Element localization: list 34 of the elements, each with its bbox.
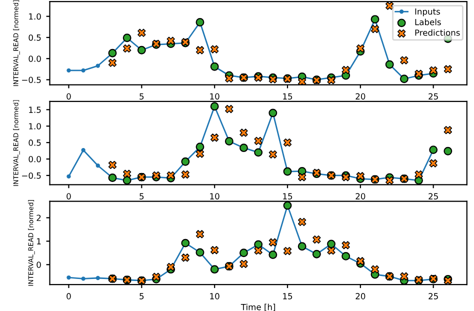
x-tick-label: 25 <box>428 293 438 300</box>
x-tick-label: 15 <box>283 93 292 100</box>
y-tick-label: 0 <box>36 262 41 268</box>
y-tick-label: 0.0 <box>28 156 41 162</box>
x-tick-label: 25 <box>428 93 438 100</box>
x-tick-label: 5 <box>140 193 144 200</box>
x-tick-label: 15 <box>283 193 292 200</box>
y-tick-label: −0.5 <box>22 76 41 84</box>
x-tick-label: 0 <box>66 293 71 300</box>
legend-label: Inputs <box>415 8 440 16</box>
x-tick-label: 5 <box>140 293 144 300</box>
x-tick-label: 20 <box>356 93 366 100</box>
x-tick-label: 0 <box>66 93 71 100</box>
x-tick-label: 20 <box>356 193 366 200</box>
x-tick-label: 10 <box>210 293 220 300</box>
y-tick-label: −0.5 <box>22 172 41 179</box>
y-tick-label: 1.5 <box>29 106 41 113</box>
y-tick-label: 1 <box>37 238 41 244</box>
x-tick-label: 10 <box>210 193 220 200</box>
x-tick-label: 20 <box>356 293 366 300</box>
y-tick-label: 0.0 <box>28 56 41 62</box>
y-tick-label: 1.0 <box>29 13 41 20</box>
y-tick-label: 1.0 <box>29 123 41 130</box>
legend-label: Labels <box>415 18 441 26</box>
x-tick-label: 15 <box>283 293 292 300</box>
x-tick-label: 0 <box>66 193 71 200</box>
y-tick-label: 2 <box>36 214 41 221</box>
x-tick-label: 10 <box>210 93 220 100</box>
x-tick-label: 5 <box>140 93 144 100</box>
x-tick-label: 25 <box>428 193 438 200</box>
y-tick-label: 0.5 <box>28 34 41 41</box>
legend-label: Predictions <box>415 29 460 36</box>
x-axis-title: Time [h] <box>240 304 276 311</box>
y-tick-label: 0.5 <box>28 140 41 146</box>
